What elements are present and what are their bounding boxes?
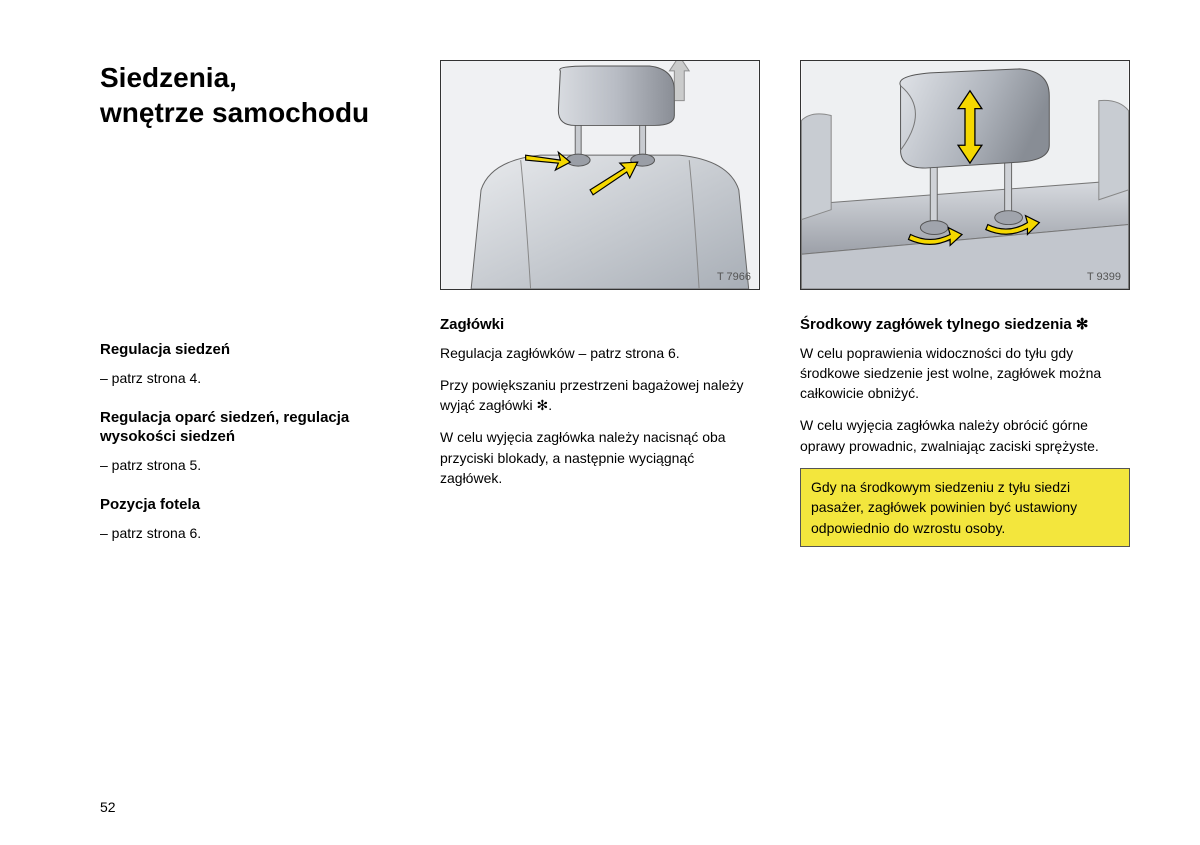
spacer [100, 170, 400, 320]
page-number: 52 [100, 799, 116, 815]
heading-seat-position: Pozycja fotela [100, 495, 400, 515]
text-center-lower: W celu poprawienia widoczności do tyłu g… [800, 343, 1130, 404]
column-left: Siedzenia, wnętrze samochodu Regulacja s… [100, 60, 400, 555]
illustration-headrest-rear: T 9399 [800, 60, 1130, 290]
main-title: Siedzenia, wnętrze samochodu [100, 60, 400, 130]
column-middle: T 7966 Zagłówki Regulacja zagłówków – pa… [440, 60, 760, 555]
headrest-front-svg [441, 61, 759, 289]
heading-seat-adjustment: Regulacja siedzeń [100, 340, 400, 360]
illustration-label-1: T 7966 [717, 271, 751, 283]
heading-center-rear-headrest: Środkowy zagłówek tylnego siedzenia ✻ [800, 315, 1130, 335]
text-backrest-height: – patrz strona 5. [100, 455, 400, 475]
title-line-2: wnętrze samochodu [100, 97, 369, 128]
text-center-remove: W celu wyjęcia zagłówka należy obrócić g… [800, 415, 1130, 456]
heading-backrest-height: Regulacja oparć siedzeń, regulacja wysok… [100, 408, 400, 447]
text-headrest-adjust: Regulacja zagłówków – patrz strona 6. [440, 343, 760, 363]
title-line-1: Siedzenia, [100, 62, 237, 93]
illustration-label-2: T 9399 [1087, 271, 1121, 283]
headrest-rear-svg [801, 61, 1129, 289]
text-headrest-remove-buttons: W celu wyjęcia zagłówka należy nacisnąć … [440, 427, 760, 488]
text-headrest-remove-luggage: Przy powiększaniu przestrzeni bagażowej … [440, 375, 760, 416]
text-seat-position: – patrz strona 6. [100, 523, 400, 543]
page-content: Siedzenia, wnętrze samochodu Regulacja s… [0, 0, 1200, 595]
illustration-headrest-front: T 7966 [440, 60, 760, 290]
warning-box: Gdy na środkowym siedzeniu z tyłu siedzi… [800, 468, 1130, 547]
column-right: T 9399 Środkowy zagłówek tylnego siedzen… [800, 60, 1130, 555]
heading-headrests: Zagłówki [440, 315, 760, 335]
text-seat-adjustment: – patrz strona 4. [100, 368, 400, 388]
